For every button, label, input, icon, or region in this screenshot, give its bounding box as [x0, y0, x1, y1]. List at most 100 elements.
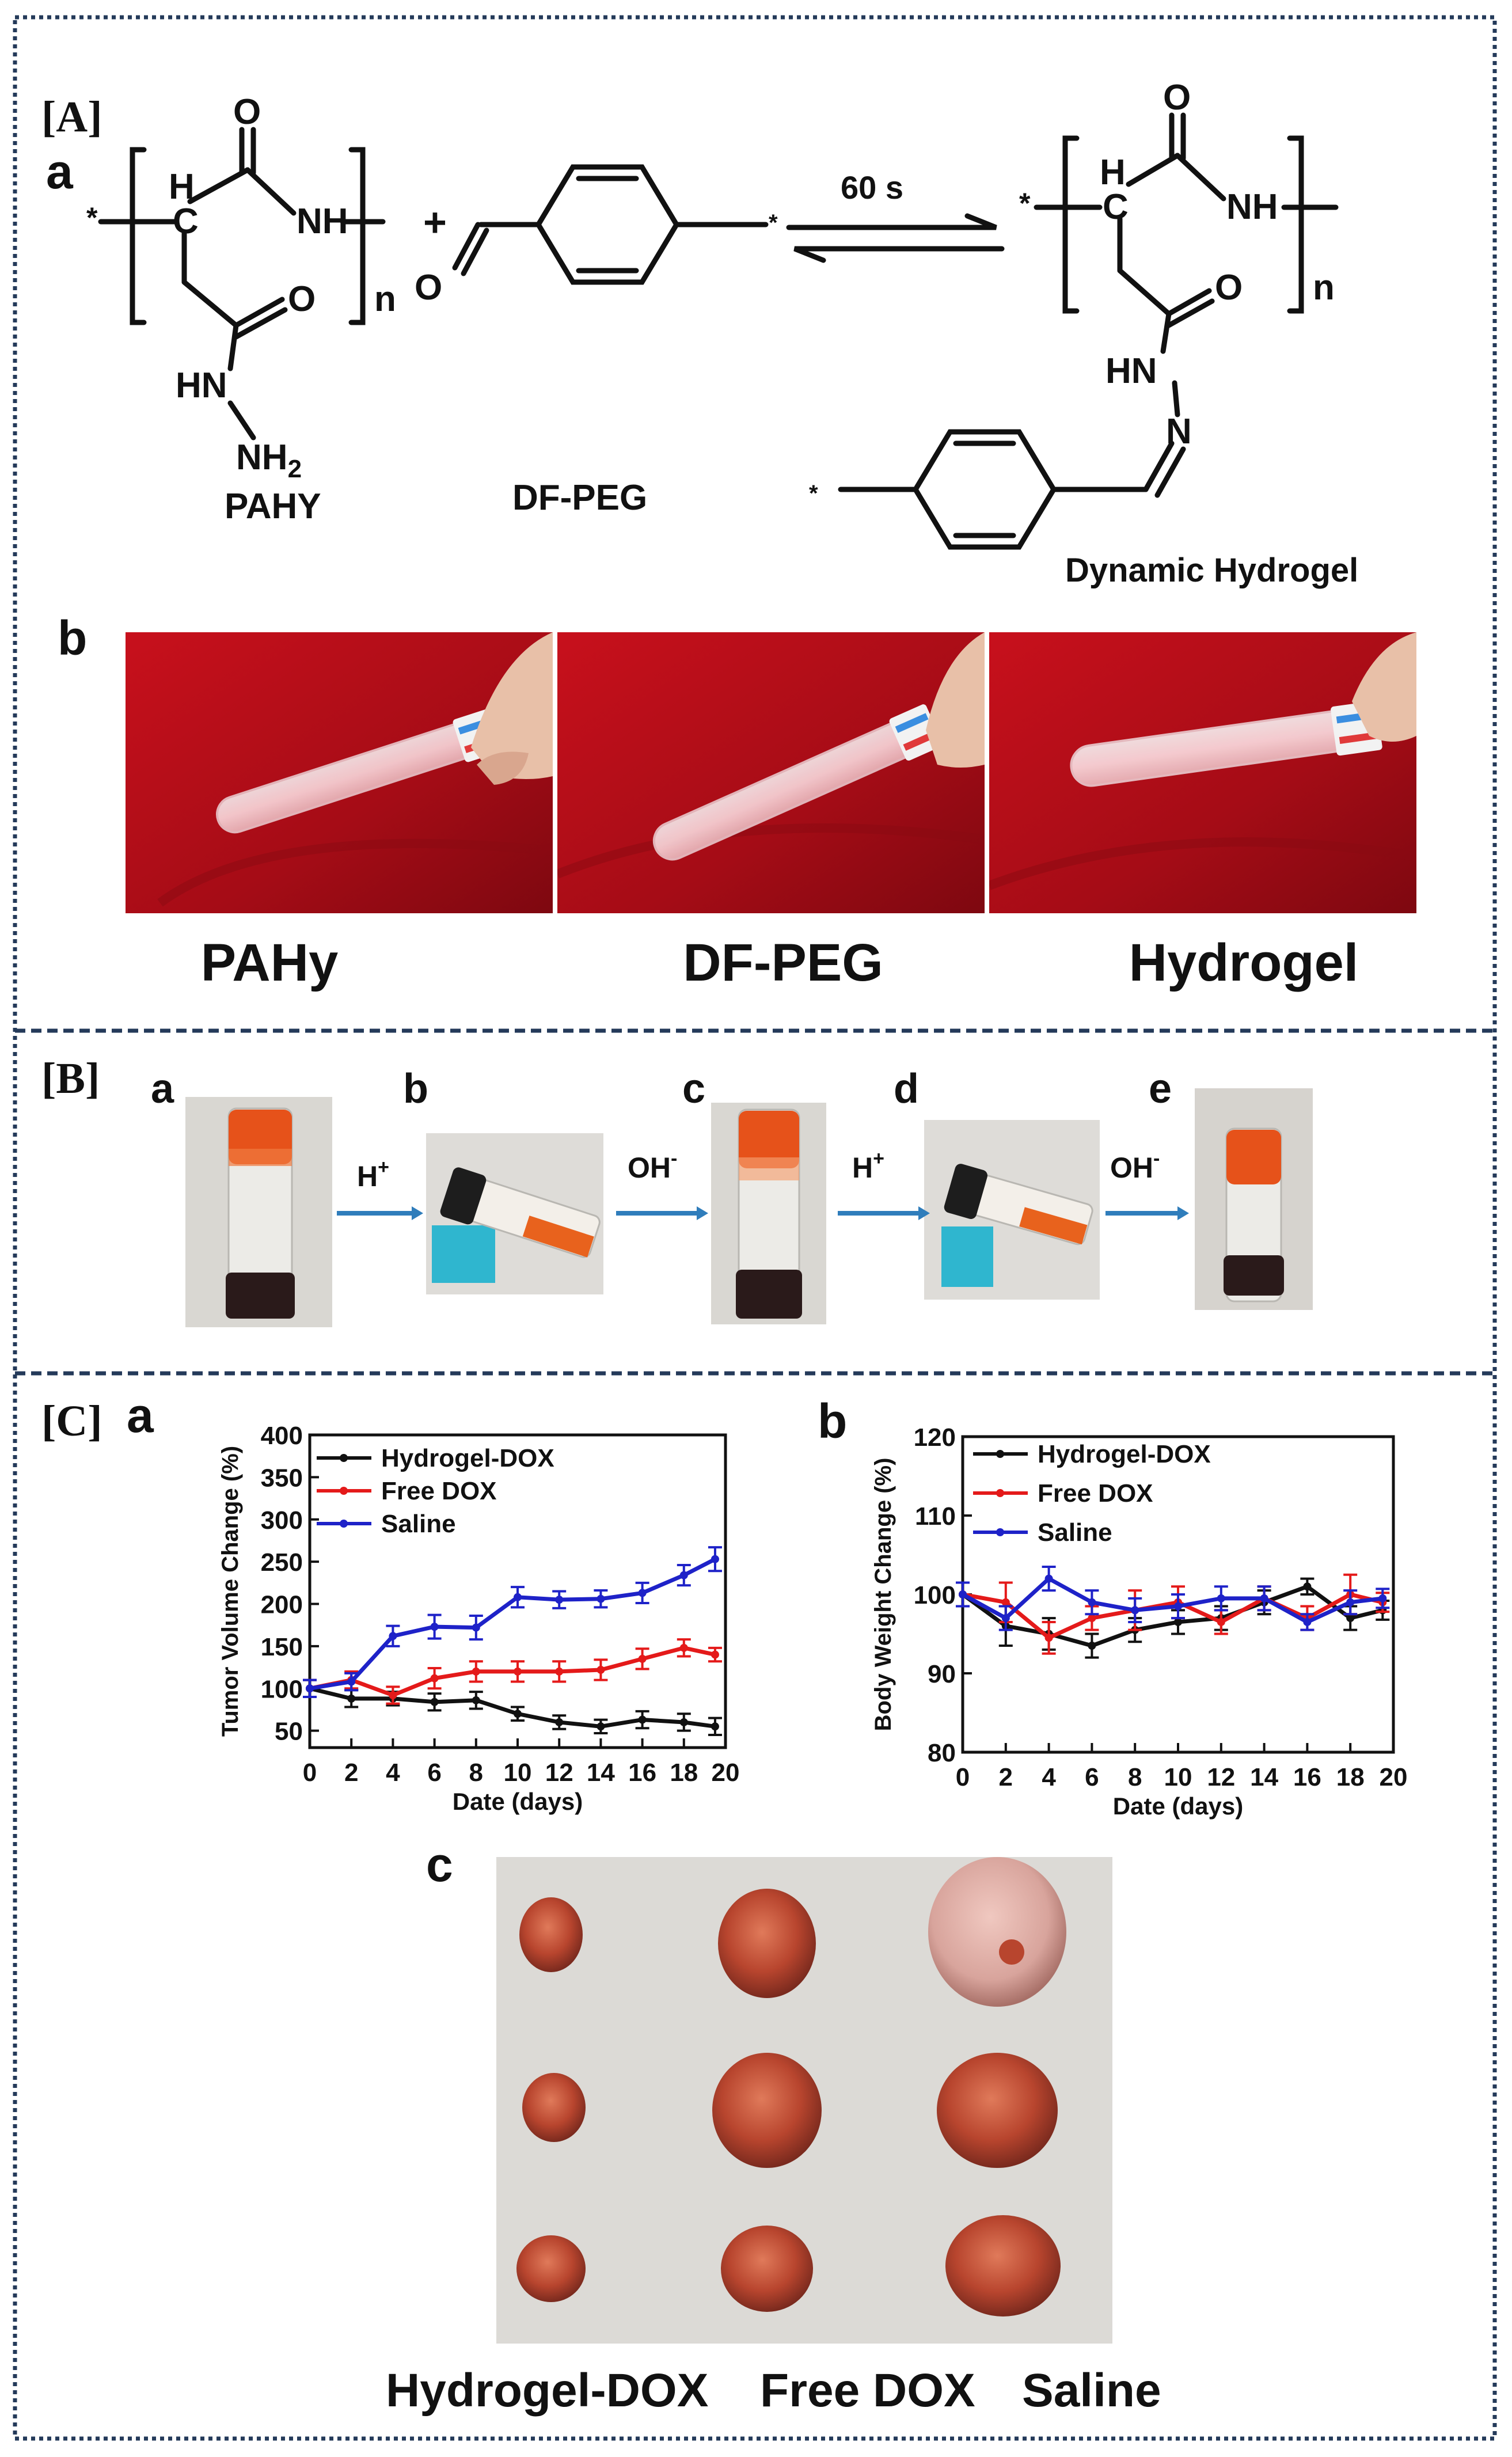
data-point	[679, 1571, 688, 1579]
tube-photo-dfpeg	[557, 632, 985, 913]
data-point	[347, 1694, 356, 1703]
x-tick-label: 2	[344, 1759, 358, 1787]
panel-c-label: [C]	[41, 1397, 102, 1445]
data-point	[514, 1593, 522, 1601]
data-point	[597, 1722, 605, 1731]
product-o-top: O	[1163, 78, 1191, 117]
tumor-volume-chart: 0 2 4 6 8 10 12 14 16 18 20 50 100 150 200 250 300 350 400…	[218, 1422, 740, 1815]
dfpeg-o: O	[415, 268, 442, 307]
product-o-side: O	[1215, 268, 1243, 307]
data-point	[1001, 1614, 1010, 1623]
data-point	[430, 1674, 439, 1683]
panel-c-c-label: c	[426, 1837, 453, 1892]
caption-hydrogel: Hydrogel	[1129, 933, 1359, 992]
panel-c-b-label: b	[818, 1394, 848, 1448]
x-tick-label: 20	[712, 1759, 740, 1787]
pahy-hn: HN	[176, 366, 227, 405]
data-point	[472, 1696, 480, 1704]
vial-photo-b	[426, 1133, 603, 1294]
legend-marker	[996, 1528, 1004, 1536]
data-point	[555, 1596, 564, 1604]
x-tick-label: 2	[999, 1763, 1013, 1791]
legend-label: Free DOX	[381, 1477, 497, 1505]
pahy-star: *	[86, 202, 98, 234]
x-tick-label: 14	[1250, 1763, 1278, 1791]
legend-marker	[340, 1454, 348, 1462]
data-point	[711, 1650, 719, 1659]
series-line-saline	[962, 1576, 1383, 1624]
data-point	[679, 1643, 688, 1652]
data-point	[1088, 1614, 1096, 1623]
data-point	[1001, 1598, 1010, 1607]
step-e-label: e	[1149, 1066, 1172, 1112]
y-tick-label: 400	[261, 1422, 303, 1450]
data-point	[1044, 1634, 1053, 1642]
data-point	[1044, 1574, 1053, 1583]
arrow-condition: 60 s	[841, 169, 903, 206]
data-point	[638, 1589, 647, 1597]
plus-sign: +	[423, 200, 447, 245]
data-point	[1260, 1594, 1268, 1602]
pahy-nh: NH	[297, 202, 348, 241]
y-tick-label: 250	[261, 1548, 303, 1577]
legend-marker	[996, 1450, 1004, 1458]
data-point	[959, 1590, 967, 1598]
x-axis-label: Date (days)	[1113, 1793, 1243, 1820]
pahy-o-side: O	[288, 279, 316, 319]
data-point	[1217, 1617, 1225, 1626]
product-nh: NH	[1226, 187, 1278, 227]
caption-free-dox: Free DOX	[760, 2364, 975, 2417]
x-tick-label: 12	[545, 1759, 573, 1787]
panel-a-a-label: a	[46, 145, 73, 199]
data-point	[1217, 1594, 1225, 1602]
x-tick-label: 10	[1164, 1763, 1192, 1791]
pahy-n: n	[374, 279, 396, 319]
x-tick-label: 14	[587, 1759, 615, 1787]
x-tick-label: 6	[1085, 1763, 1099, 1791]
y-tick-label: 100	[914, 1581, 956, 1609]
vial-photo-d	[924, 1120, 1100, 1300]
step-a-label: a	[151, 1066, 174, 1112]
data-point	[1303, 1617, 1312, 1626]
dfpeg-name: DF-PEG	[512, 478, 647, 518]
panel-a-label: [A]	[41, 93, 102, 141]
body-weight-chart: 0 2 4 6 8 10 12 14 16 18 20 80 90 100 110 120 Date (days…	[871, 1423, 1407, 1820]
y-axis-label: Tumor Volume Change (%)	[218, 1446, 243, 1737]
y-tick-label: 150	[261, 1633, 303, 1661]
y-tick-label: 110	[915, 1502, 956, 1531]
data-point	[555, 1667, 564, 1676]
data-point	[430, 1623, 439, 1631]
legend-label: Saline	[381, 1510, 456, 1538]
tube-photo-pahy	[126, 632, 553, 913]
product-c: C	[1103, 187, 1129, 227]
series-line-saline	[309, 1557, 716, 1691]
data-point	[1088, 1598, 1096, 1607]
data-point	[472, 1623, 480, 1632]
arrow-label-4: OH-	[1110, 1148, 1160, 1184]
panel-b-label: [B]	[41, 1054, 100, 1103]
arrow-label-3: H+	[852, 1148, 884, 1184]
y-tick-label: 200	[261, 1591, 303, 1619]
data-point	[597, 1665, 605, 1674]
x-tick-label: 8	[469, 1759, 483, 1787]
data-point	[1378, 1594, 1387, 1602]
caption-pahy: PAHy	[200, 933, 339, 992]
y-tick-label: 300	[261, 1506, 303, 1535]
tumor-photo	[496, 1857, 1112, 2344]
y-tick-label: 50	[275, 1718, 303, 1746]
x-tick-label: 12	[1207, 1763, 1235, 1791]
data-point	[1131, 1606, 1139, 1615]
reaction-scheme: * O H C NH O n HN NH2 PAHY + O * DF-PEG …	[86, 78, 1358, 589]
x-tick-label: 6	[427, 1759, 441, 1787]
y-tick-label: 80	[928, 1739, 956, 1767]
legend-label: Free DOX	[1038, 1479, 1153, 1507]
x-tick-label: 0	[303, 1759, 317, 1787]
product-n-imine: N	[1166, 412, 1192, 451]
panel-c-a-label: a	[127, 1388, 154, 1442]
legend-label: Hydrogel-DOX	[1038, 1440, 1211, 1468]
product-h: H	[1100, 153, 1126, 192]
caption-dfpeg: DF-PEG	[683, 933, 883, 992]
caption-hydrogel-dox: Hydrogel-DOX	[386, 2364, 709, 2417]
data-point	[472, 1667, 480, 1676]
